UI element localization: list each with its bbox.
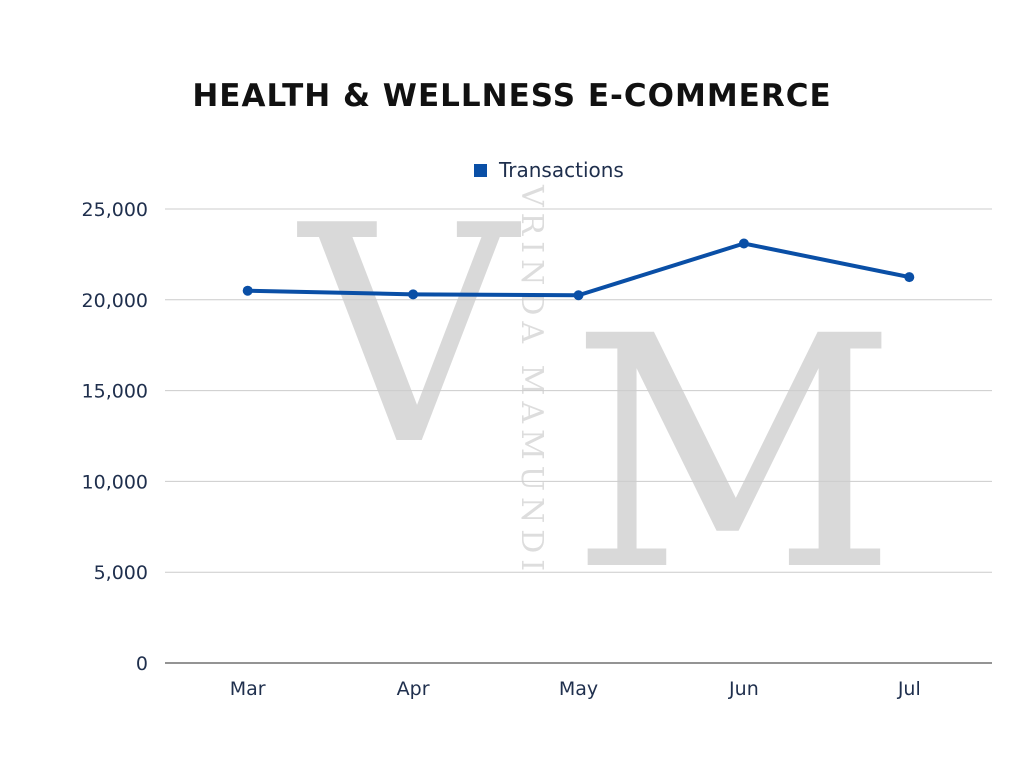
- data-point: [242, 285, 253, 296]
- legend-label-transactions: Transactions: [498, 158, 624, 182]
- y-axis-tick-labels: 0 5,000 10,000 15,000 20,000 25,000: [82, 199, 148, 675]
- x-axis-tick-labels: Mar Apr May Jun Jul: [230, 678, 921, 700]
- y-tick-label: 5,000: [94, 562, 148, 584]
- x-tick-label: May: [559, 678, 598, 700]
- y-tick-label: 10,000: [82, 471, 148, 493]
- data-point: [408, 289, 419, 300]
- chart-title: HEALTH & WELLNESS E-COMMERCE: [192, 78, 832, 114]
- series-transactions: [242, 238, 915, 301]
- y-tick-label: 0: [136, 653, 148, 675]
- legend-swatch-transactions: [474, 164, 487, 177]
- x-tick-label: Jun: [728, 678, 759, 700]
- legend: Transactions: [474, 158, 624, 182]
- y-tick-label: 15,000: [82, 381, 148, 403]
- watermark: V M VRINDA MAMUNDI: [295, 162, 897, 641]
- x-tick-label: Jul: [897, 678, 921, 700]
- data-point: [573, 290, 584, 301]
- data-point: [738, 238, 749, 249]
- y-tick-label: 25,000: [82, 199, 148, 221]
- data-point: [904, 272, 915, 283]
- y-tick-label: 20,000: [82, 290, 148, 312]
- x-tick-label: Apr: [397, 678, 430, 700]
- watermark-letter-v: V: [295, 162, 525, 511]
- watermark-letter-m: M: [570, 269, 898, 641]
- watermark-text: VRINDA MAMUNDI: [514, 184, 549, 577]
- x-tick-label: Mar: [230, 678, 266, 700]
